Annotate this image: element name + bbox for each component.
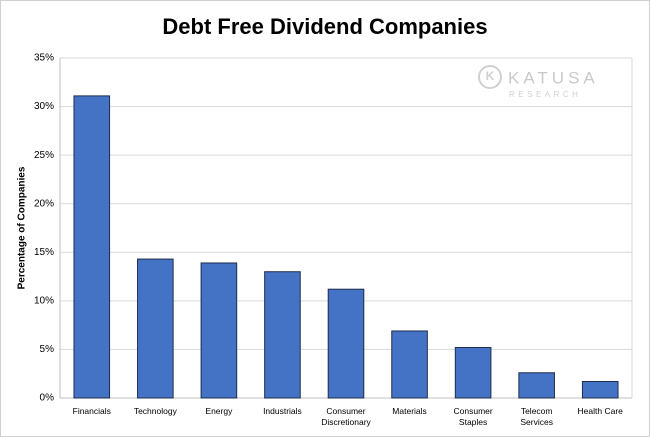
chart-title: Debt Free Dividend Companies	[162, 14, 487, 39]
bar	[518, 372, 555, 399]
bar	[581, 380, 619, 399]
y-tick-label: 35%	[34, 53, 54, 64]
x-tick-label: Technology	[133, 406, 177, 416]
x-tick-label: Consumer Staples	[453, 406, 493, 427]
watermark-subtitle: RESEARCH	[509, 90, 581, 99]
x-tick-label: Financials	[72, 406, 111, 416]
y-tick-label: 0%	[40, 393, 55, 404]
bar	[200, 262, 238, 399]
y-tick-label: 25%	[34, 150, 54, 161]
bar	[73, 95, 111, 399]
watermark-name: KATUSA	[508, 68, 599, 87]
x-tick-label: Consumer Discretionary	[321, 406, 371, 427]
watermark-logo	[478, 65, 502, 89]
bar	[454, 346, 492, 399]
y-tick-label: 20%	[34, 198, 54, 209]
bar	[264, 271, 301, 399]
x-tick-label: Industrials	[263, 406, 302, 416]
watermark-logo-letter: K	[486, 69, 495, 83]
y-tick-label: 30%	[34, 101, 54, 112]
x-tick-label: Telecom Services	[520, 406, 553, 427]
bar	[391, 330, 428, 399]
y-tick-label: 15%	[34, 247, 54, 258]
bar	[137, 258, 174, 399]
x-tick-label: Energy	[205, 406, 233, 416]
x-tick-label: Materials	[392, 406, 427, 416]
y-tick-label: 10%	[34, 295, 54, 306]
watermark: K KATUSA RESEARCH	[478, 65, 599, 99]
x-tick-label: Health Care	[577, 406, 623, 416]
y-axis-label: Percentage of Companies	[17, 166, 28, 289]
y-tick-label: 5%	[40, 344, 55, 355]
bar	[327, 288, 365, 399]
